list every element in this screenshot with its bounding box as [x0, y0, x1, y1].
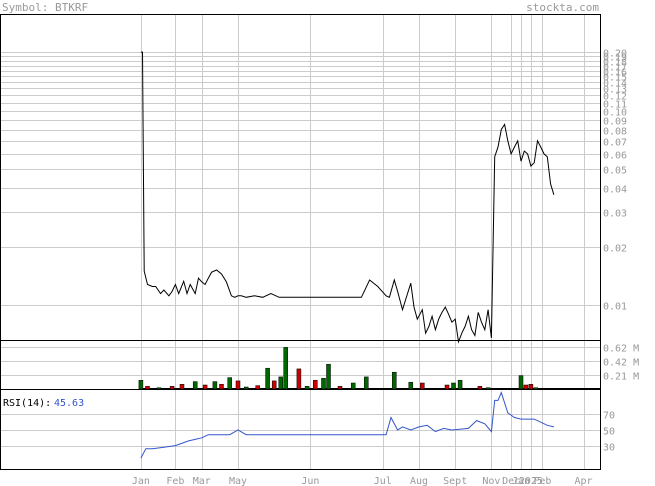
volume-tick-label: 0.42 M [603, 358, 639, 369]
volume-bar [350, 382, 356, 390]
symbol-label: Symbol: BTKRF [2, 1, 88, 14]
volume-bar [304, 386, 310, 390]
volume-bar [192, 381, 198, 390]
price-tick-label: 0.15 [603, 73, 627, 84]
rsi-line [140, 391, 555, 459]
month-label: Jun [301, 476, 319, 486]
volume-bar [265, 367, 270, 390]
volume-bar [533, 387, 539, 390]
price-tick-label: 0.16 [603, 68, 627, 79]
volume-bar [337, 386, 343, 390]
volume-bar [451, 382, 456, 390]
month-label: Jul [374, 476, 392, 486]
price-tick-label: 0.12 [603, 92, 627, 103]
volume-bar [283, 347, 288, 390]
site-label: stockta.com [526, 1, 599, 14]
volume-bar [219, 384, 224, 390]
price-tick-label: 0.05 [603, 166, 627, 177]
grid [1, 15, 600, 469]
price-tick-label: 0.10 [603, 108, 627, 119]
volume-bar [313, 380, 318, 390]
volume-bar [138, 380, 144, 390]
month-label: Sept [443, 476, 467, 486]
month-label: Feb [166, 476, 184, 486]
volume-bar [255, 385, 260, 390]
rsi-tick-label: 50 [603, 427, 615, 438]
rsi-tick-label: 70 [603, 411, 615, 422]
volume-bar [457, 380, 463, 390]
price-panel: 0.200.190.180.170.160.150.140.130.120.11… [140, 49, 627, 344]
month-label: Nov [482, 476, 500, 486]
chart-frame [0, 14, 601, 470]
volume-panel: 0.62 M 0.42 M 0.21 M [138, 344, 639, 390]
price-tick-label: 0.08 [603, 127, 627, 138]
month-label: Apr [574, 476, 592, 486]
volume-bar [420, 382, 425, 390]
volume-bar [364, 376, 369, 390]
volume-bar [444, 384, 450, 390]
month-label: May [229, 476, 247, 486]
volume-bar [528, 384, 534, 390]
price-tick-label: 0.14 [603, 79, 627, 90]
volume-bar [321, 378, 326, 390]
rsi-value: 45.63 [54, 398, 84, 409]
price-tick-label: 0.04 [603, 185, 627, 196]
price-tick-label: 0.03 [603, 209, 627, 220]
price-tick-label: 0.19 [603, 53, 627, 64]
volume-bar [485, 387, 491, 390]
month-label: Dec [502, 476, 520, 486]
volume-bar [212, 381, 218, 390]
volume-bar [392, 371, 397, 390]
volume-bar [235, 380, 241, 390]
price-tick-label: 0.17 [603, 63, 627, 74]
month-label: Aug [410, 476, 428, 486]
volume-bar [326, 363, 331, 390]
volume-bar [202, 384, 208, 390]
volume-bar [296, 368, 302, 390]
price-tick-label: 0.06 [603, 151, 627, 162]
rsi-label: RSI(14): [3, 398, 51, 409]
volume-bar [243, 386, 249, 390]
month-label: Jan [512, 476, 530, 486]
volume-bar [278, 376, 284, 390]
volume-tick-label: 0.62 M [603, 344, 639, 355]
volume-bar [179, 384, 185, 390]
price-tick-label: 0.09 [603, 117, 627, 128]
price-line [140, 51, 555, 344]
price-tick-label: 0.01 [603, 302, 627, 313]
rsi-tick-label: 30 [603, 443, 615, 454]
month-label: Mar [193, 476, 211, 486]
price-tick-label: 0.11 [603, 100, 627, 111]
volume-bar [227, 377, 232, 390]
price-tick-label: 0.02 [603, 244, 627, 255]
rsi-panel: RSI(14): 45.63 70 50 30 [3, 391, 615, 459]
month-label: 2025 [519, 476, 543, 486]
price-tick-label: 0.13 [603, 85, 627, 96]
price-tick-label: 0.20 [603, 49, 627, 60]
volume-tick-label: 0.21 M [603, 372, 639, 383]
volume-bar [271, 380, 277, 390]
price-tick-label: 0.18 [603, 58, 627, 69]
volume-bar [518, 375, 524, 390]
volume-bar [408, 382, 414, 390]
volume-bar [523, 384, 529, 390]
month-label: Feb [533, 476, 551, 486]
volume-bar [477, 386, 483, 390]
volume-bar [145, 386, 150, 390]
volume-bar [169, 386, 175, 390]
price-tick-label: 0.07 [603, 138, 627, 149]
x-axis-labels: Jan Feb Mar May Jun Jul Aug Sept Nov DecJan2025Fe… [132, 476, 593, 486]
month-label: Jan [132, 476, 150, 486]
volume-bar [156, 387, 162, 390]
